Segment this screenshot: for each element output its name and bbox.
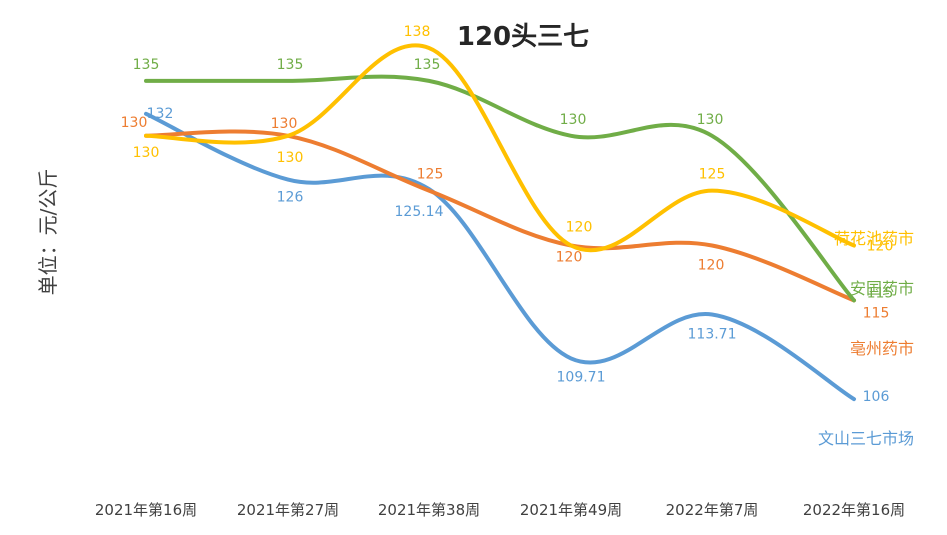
series-line	[144, 74, 856, 303]
data-label: 130	[271, 116, 298, 132]
x-tick-label: 2021年第27周	[237, 501, 339, 519]
x-tick-label: 2021年第49周	[520, 501, 622, 519]
y-axis-label: 单位：元/公斤	[36, 169, 60, 296]
data-label: 130	[277, 150, 304, 166]
data-label: 130	[697, 112, 724, 128]
data-label: 120	[698, 258, 725, 274]
data-label: 115	[863, 305, 890, 321]
data-label: 109.71	[557, 369, 606, 385]
data-label: 126	[277, 190, 304, 206]
data-label: 130	[133, 145, 160, 161]
series-line	[144, 111, 856, 402]
x-tick-label: 2022年第16周	[803, 501, 905, 519]
data-label: 135	[133, 57, 160, 73]
series-lines	[144, 43, 856, 402]
data-label: 115	[867, 285, 894, 301]
x-axis-ticks: 2021年第16周 2021年第27周 2021年第38周 2021年第49周 2022…	[95, 501, 905, 519]
data-label: 113.71	[688, 327, 737, 343]
series-line	[144, 129, 856, 303]
data-label: 135	[277, 57, 304, 73]
series-name-label: 荷花池药市	[834, 229, 914, 248]
data-label: 120	[867, 239, 894, 255]
data-label: 125.14	[395, 204, 444, 220]
data-label: 130	[121, 115, 148, 131]
x-tick-label: 2022年第7周	[666, 501, 759, 519]
data-label: 125	[417, 167, 444, 183]
x-tick-label: 2021年第16周	[95, 501, 197, 519]
x-tick-label: 2021年第38周	[378, 501, 480, 519]
data-label: 135	[414, 57, 441, 73]
data-label: 132	[147, 106, 174, 122]
data-label: 106	[863, 389, 890, 405]
series-name-label: 亳州药市	[850, 339, 914, 358]
series-name-label: 文山三七市场	[818, 429, 914, 448]
series-name-label: 安国药市	[850, 279, 914, 298]
data-label: 130	[560, 112, 587, 128]
data-label: 125	[699, 167, 726, 183]
data-label: 120	[566, 220, 593, 236]
data-label: 138	[404, 24, 431, 40]
series-line	[144, 43, 856, 253]
chart-title: 120头三七	[457, 22, 589, 52]
data-label: 120	[556, 250, 583, 266]
